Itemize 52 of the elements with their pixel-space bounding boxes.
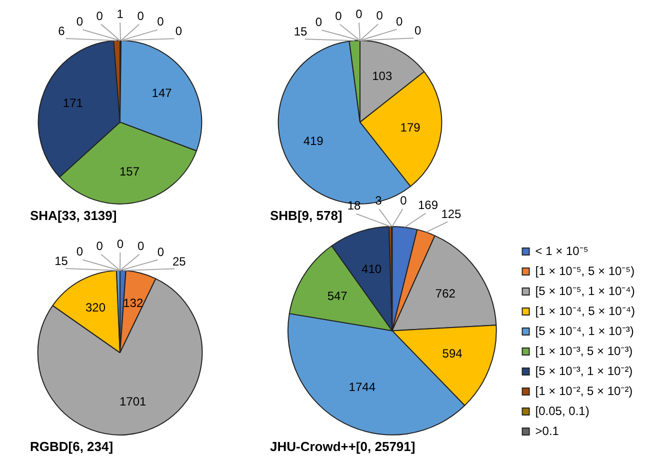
text: 0 bbox=[96, 8, 103, 23]
data-label: 6 bbox=[58, 24, 66, 38]
text: 0 bbox=[376, 8, 383, 23]
text: SHA[33, 3139] bbox=[30, 208, 117, 223]
data-label: 1 bbox=[116, 6, 124, 21]
text: 0 bbox=[335, 8, 342, 23]
text: 0 bbox=[76, 14, 84, 29]
data-label: 25 bbox=[172, 254, 186, 268]
text: 0 bbox=[400, 193, 407, 208]
text: 0 bbox=[96, 238, 103, 253]
text: SHB[9, 578] bbox=[270, 208, 342, 223]
text: 0 bbox=[315, 15, 322, 30]
data-label: 594 bbox=[442, 346, 463, 361]
data-label: 132 bbox=[123, 296, 144, 310]
legend-label: < 1 × 10⁻⁵ bbox=[535, 244, 588, 258]
legend-label: [1 × 10⁻³, 5 × 10⁻³) bbox=[535, 344, 633, 358]
text: 0 bbox=[175, 24, 182, 38]
text: 0 bbox=[396, 14, 403, 28]
data-label: 1701 bbox=[120, 394, 147, 408]
text: 0 bbox=[157, 244, 164, 259]
data-label: 547 bbox=[327, 288, 348, 303]
data-label: 320 bbox=[85, 300, 106, 314]
legend-label: [1 × 10⁻⁵, 5 × 10⁻⁵) bbox=[535, 264, 635, 278]
text: 0 bbox=[137, 8, 144, 23]
data-label: 169 bbox=[418, 198, 438, 212]
data-label: 147 bbox=[152, 86, 172, 100]
legend-label: [5 × 10⁻⁴, 1 × 10⁻³) bbox=[535, 324, 634, 338]
legend-label: >0.1 bbox=[535, 424, 560, 438]
text: 0 bbox=[414, 24, 422, 38]
data-label: 103 bbox=[372, 68, 392, 83]
text: 0 bbox=[138, 238, 144, 253]
text: RGBD[6, 234] bbox=[30, 438, 114, 454]
data-label: 410 bbox=[362, 262, 382, 276]
data-label: 125 bbox=[441, 206, 462, 221]
data-label: 171 bbox=[62, 96, 84, 110]
legend-label: [0.05, 0.1) bbox=[535, 404, 590, 418]
legend-label: [5 × 10⁻³, 1 × 10⁻²) bbox=[535, 364, 633, 378]
text: 0 bbox=[76, 244, 84, 259]
data-label: 419 bbox=[303, 134, 324, 148]
data-label: 1744 bbox=[348, 380, 376, 394]
text: 0 bbox=[356, 6, 362, 21]
legend-label: [1 × 10⁻², 5 × 10⁻²) bbox=[535, 384, 633, 398]
legend-label: [1 × 10⁻⁴, 5 × 10⁻⁴) bbox=[535, 304, 636, 318]
text: 0 bbox=[116, 236, 124, 251]
data-label: 762 bbox=[435, 286, 456, 300]
data-label: 15 bbox=[54, 254, 68, 268]
data-label: 157 bbox=[120, 164, 140, 178]
data-label: 179 bbox=[400, 120, 421, 134]
legend-label: [5 × 10⁻⁵, 1 × 10⁻⁴) bbox=[535, 284, 635, 298]
data-label: 15 bbox=[294, 24, 308, 39]
text: 0 bbox=[157, 14, 164, 29]
text: JHU-Crowd++[0, 25791] bbox=[270, 438, 416, 454]
